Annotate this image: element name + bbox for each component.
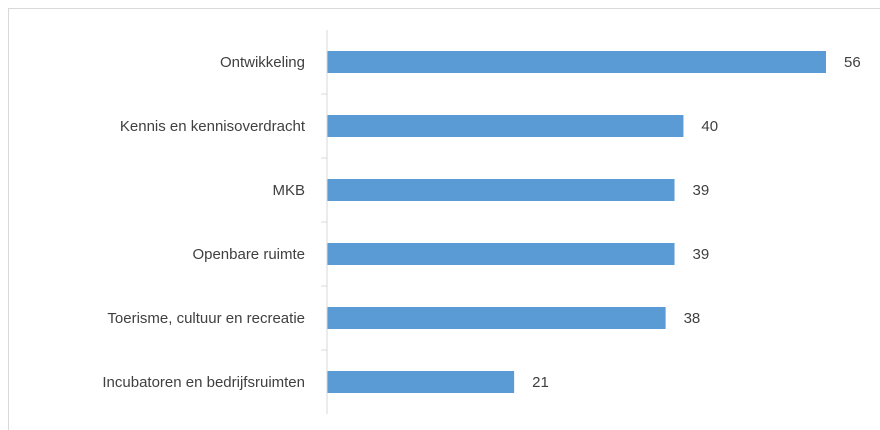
value-label: 39: [693, 182, 710, 199]
bar: [327, 51, 826, 73]
category-label: MKB: [272, 182, 305, 199]
bar: [327, 115, 684, 137]
value-label: 56: [844, 54, 861, 71]
category-label: Openbare ruimte: [192, 246, 305, 263]
category-label: Ontwikkeling: [220, 54, 305, 71]
value-label: 39: [693, 246, 710, 263]
category-label: Kennis en kennisoverdracht: [120, 118, 306, 135]
category-label: Incubatoren en bedrijfsruimten: [102, 374, 305, 391]
category-label: Toerisme, cultuur en recreatie: [107, 310, 305, 327]
bar: [327, 243, 675, 265]
value-label: 21: [532, 374, 549, 391]
bar: [327, 371, 515, 393]
bar: [327, 179, 675, 201]
bar: [327, 307, 666, 329]
value-label: 38: [684, 310, 701, 327]
value-label: 40: [701, 118, 718, 135]
chart-frame: [8, 8, 880, 430]
